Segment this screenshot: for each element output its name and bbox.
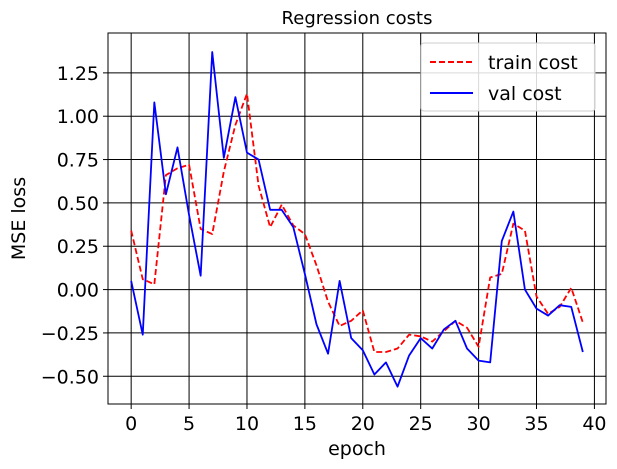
chart-title: Regression costs <box>282 8 433 29</box>
legend-label-val-cost: val cost <box>488 83 562 105</box>
y-tick-label: 0.25 <box>57 236 99 258</box>
series-line-train-cost <box>130 92 584 353</box>
plot-area-frame <box>107 32 607 405</box>
x-tick-label: 30 <box>467 413 491 435</box>
y-tick-label: 0.00 <box>57 280 99 302</box>
x-tick-label: 15 <box>293 413 317 435</box>
x-tick-label: 20 <box>351 413 375 435</box>
x-tick-label: 10 <box>235 413 259 435</box>
y-tick-label: 0.75 <box>57 150 99 172</box>
x-tick-label: 35 <box>524 413 548 435</box>
x-axis-title: epoch <box>328 438 386 460</box>
axis-ticks: 0 5 10 15 20 25 30 35 40 −0.50 −0.25 0.00 0.25 0.50 0.… <box>41 63 607 435</box>
y-tick-label: 1.25 <box>57 63 99 85</box>
x-tick-label: 5 <box>183 413 195 435</box>
y-tick-label: 1.00 <box>57 106 99 128</box>
legend-label-train-cost: train cost <box>488 52 578 74</box>
y-tick-label: −0.50 <box>41 366 99 388</box>
series-line-val-cost <box>130 51 584 388</box>
y-tick-label: 0.50 <box>57 193 99 215</box>
legend: train cost val cost <box>420 42 596 112</box>
y-tick-label: −0.25 <box>41 323 99 345</box>
plot-series <box>130 51 584 388</box>
y-axis-title: MSE loss <box>8 177 30 260</box>
x-tick-label: 25 <box>409 413 433 435</box>
x-tick-label: 0 <box>125 413 137 435</box>
x-tick-label: 40 <box>582 413 606 435</box>
